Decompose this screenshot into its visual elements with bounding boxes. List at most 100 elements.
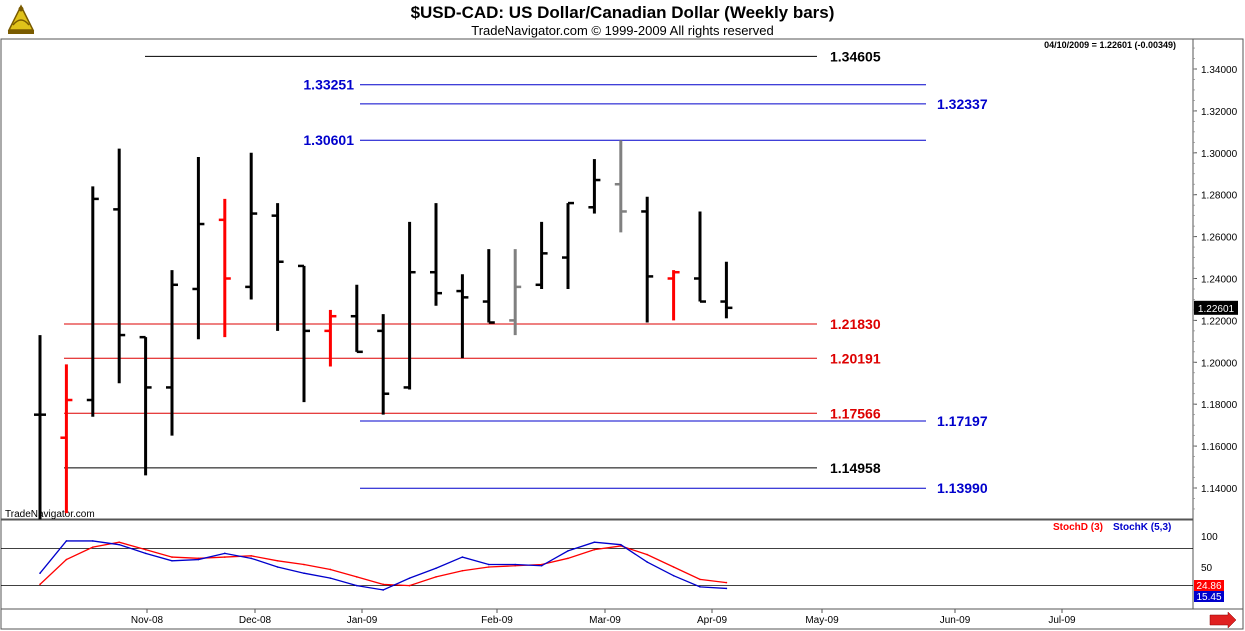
stoch-point (356, 576, 358, 578)
ohlc-bar-21 (562, 201, 574, 289)
last-value-box (1194, 300, 1238, 315)
level-label-8: 1.14958 (830, 460, 881, 476)
stoch-point (250, 557, 252, 560)
stoch-point (435, 567, 437, 570)
ohlc-bar-25 (667, 270, 680, 321)
level-label-0: 1.34605 (830, 48, 881, 64)
ohlc-bar-9 (245, 152, 258, 300)
stoch-point (725, 587, 728, 590)
x-tick-label: Nov-08 (131, 615, 164, 626)
stoch-point (382, 589, 385, 591)
x-tick-label: Apr-09 (697, 615, 727, 626)
stoch-point (65, 540, 68, 542)
y-tick-label: 1.16000 (1201, 442, 1238, 453)
stoch-point (303, 563, 305, 566)
y-tick-label: 1.20000 (1201, 358, 1238, 369)
stoch-point (171, 556, 173, 558)
stoch-point (540, 564, 543, 567)
stoch-point (224, 556, 226, 558)
ohlc-bar-13 (350, 284, 363, 354)
ohlc-bar-6 (166, 270, 178, 436)
stoch-point (488, 563, 490, 566)
level-label-4: 1.21830 (830, 316, 881, 332)
stoch-point (303, 572, 305, 574)
ohlc-bar-12 (324, 309, 337, 367)
y-tick-label: 1.34000 (1201, 65, 1238, 76)
scroll-right-arrow-icon[interactable] (1209, 611, 1237, 629)
ohlc-bar-19 (509, 249, 522, 336)
stoch-point (197, 558, 200, 561)
level-label-2: 1.32337 (937, 96, 988, 112)
price-readout: 04/10/2009 = 1.22601 (-0.00349) (1044, 40, 1176, 50)
level-label-3: 1.30601 (303, 132, 354, 148)
ohlc-bar-4 (113, 148, 126, 384)
x-tick-label: Jan-09 (347, 615, 378, 626)
stoch-point (725, 581, 728, 584)
ohlc-bar-27 (720, 261, 733, 319)
stochk-last-label: 15.45 (1196, 592, 1221, 603)
stoch-point (197, 557, 200, 560)
stoch-point (593, 541, 596, 543)
x-tick-label: Mar-09 (589, 615, 621, 626)
ohlc-bar-1 (34, 335, 46, 520)
ohlc-bar-20 (535, 221, 548, 289)
stoch-point (408, 584, 411, 587)
stoch-point (514, 563, 516, 566)
stoch-point (92, 546, 94, 548)
stoch-point (65, 558, 68, 561)
legend-stochk: StochK (5,3) (1113, 522, 1171, 533)
x-tick-label: May-09 (805, 615, 839, 626)
stoch-point (329, 568, 332, 571)
stoch-point (144, 548, 147, 551)
stoch-point (699, 586, 701, 588)
y-tick-label: 1.30000 (1201, 149, 1238, 160)
y-tick-label: 1.28000 (1201, 191, 1238, 202)
level-label-1: 1.33251 (303, 77, 354, 93)
ohlc-bar-15 (403, 221, 416, 390)
y-tick-label: 1.24000 (1201, 275, 1238, 286)
ohlc-bar-24 (641, 196, 654, 323)
watermark-label: TradeNavigator.com (5, 509, 95, 520)
stoch-point (118, 543, 120, 546)
legend-stochd: StochD (3) (1053, 522, 1103, 533)
stoch-point (699, 578, 701, 581)
level-label-7: 1.17197 (937, 413, 988, 429)
stoch-point (39, 572, 41, 574)
x-tick-label: Dec-08 (239, 615, 272, 626)
level-label-5: 1.20191 (830, 350, 881, 366)
ohlc-bar-22 (588, 159, 601, 214)
ohlc-bar-8 (218, 198, 231, 338)
ohlc-bar-11 (298, 264, 310, 403)
stoch-point (514, 564, 516, 567)
stoch-point (593, 548, 596, 551)
stoch-point (356, 584, 358, 587)
ohlc-bar-3 (86, 186, 99, 417)
stoch-point (567, 557, 569, 560)
stoch-point (461, 556, 464, 558)
stoch-point (250, 555, 252, 557)
stoch-y-tick-label: 50 (1201, 563, 1213, 574)
x-tick-label: Feb-09 (481, 615, 513, 626)
level-label-6: 1.17566 (830, 405, 881, 421)
last-value-label: 1.22601 (1198, 304, 1235, 315)
ohlc-bar-23 (614, 140, 627, 233)
stoch-point (171, 560, 173, 562)
level-label-9: 1.13990 (937, 480, 988, 496)
y-tick-label: 1.26000 (1201, 233, 1238, 244)
stoch-point (672, 566, 675, 568)
stoch-point (329, 577, 332, 579)
stoch-point (92, 540, 94, 542)
y-tick-label: 1.14000 (1201, 484, 1238, 495)
sextant-logo-icon (7, 4, 35, 34)
stoch-point (646, 561, 648, 563)
y-tick-label: 1.32000 (1201, 107, 1238, 118)
stoch-point (276, 560, 279, 562)
stoch-y-tick-label: 100 (1201, 532, 1218, 543)
stoch-point (224, 552, 226, 555)
chart-title: $USD-CAD: US Dollar/Canadian Dollar (Wee… (410, 3, 835, 22)
ohlc-bar-14 (377, 314, 390, 415)
ohlc-bar-2 (60, 364, 73, 514)
x-tick-label: Jun-09 (940, 615, 971, 626)
